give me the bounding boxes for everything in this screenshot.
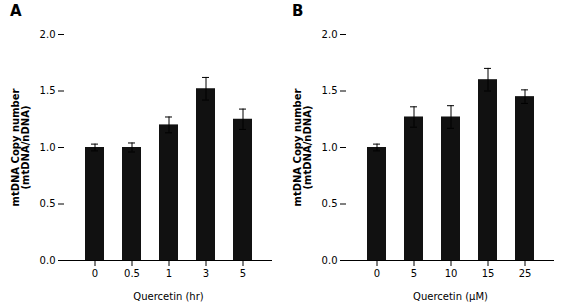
svg-text:5: 5 xyxy=(240,268,246,279)
svg-text:1.0: 1.0 xyxy=(40,142,56,153)
svg-text:Quercetin (μM): Quercetin (μM) xyxy=(413,291,488,302)
svg-text:1: 1 xyxy=(166,268,172,279)
svg-text:0: 0 xyxy=(92,268,98,279)
svg-text:0.0: 0.0 xyxy=(40,255,56,266)
svg-text:3: 3 xyxy=(203,268,209,279)
svg-text:15: 15 xyxy=(482,268,495,279)
svg-text:0.5: 0.5 xyxy=(40,198,56,209)
html-text:B: B xyxy=(292,2,304,20)
html-text:A: A xyxy=(10,2,22,20)
svg-text:25: 25 xyxy=(519,268,532,279)
svg-text:0.5: 0.5 xyxy=(124,268,140,279)
svg-text:mtDNA Copy number(mtDNA/nDNA): mtDNA Copy number(mtDNA/nDNA) xyxy=(292,88,313,206)
svg-text:5: 5 xyxy=(411,268,417,279)
svg-text:mtDNA Copy number(mtDNA/nDNA): mtDNA Copy number(mtDNA/nDNA) xyxy=(10,88,31,206)
svg-text:0.5: 0.5 xyxy=(322,198,338,209)
svg-text:0.0: 0.0 xyxy=(322,255,338,266)
svg-text:0: 0 xyxy=(374,268,380,279)
svg-text:2.0: 2.0 xyxy=(322,29,338,40)
svg-text:Quercetin (hr): Quercetin (hr) xyxy=(133,291,203,302)
svg-text:10: 10 xyxy=(445,268,458,279)
svg-text:2.0: 2.0 xyxy=(40,29,56,40)
svg-text:1.0: 1.0 xyxy=(322,142,338,153)
svg-text:1.5: 1.5 xyxy=(40,85,56,96)
svg-text:1.5: 1.5 xyxy=(322,85,338,96)
